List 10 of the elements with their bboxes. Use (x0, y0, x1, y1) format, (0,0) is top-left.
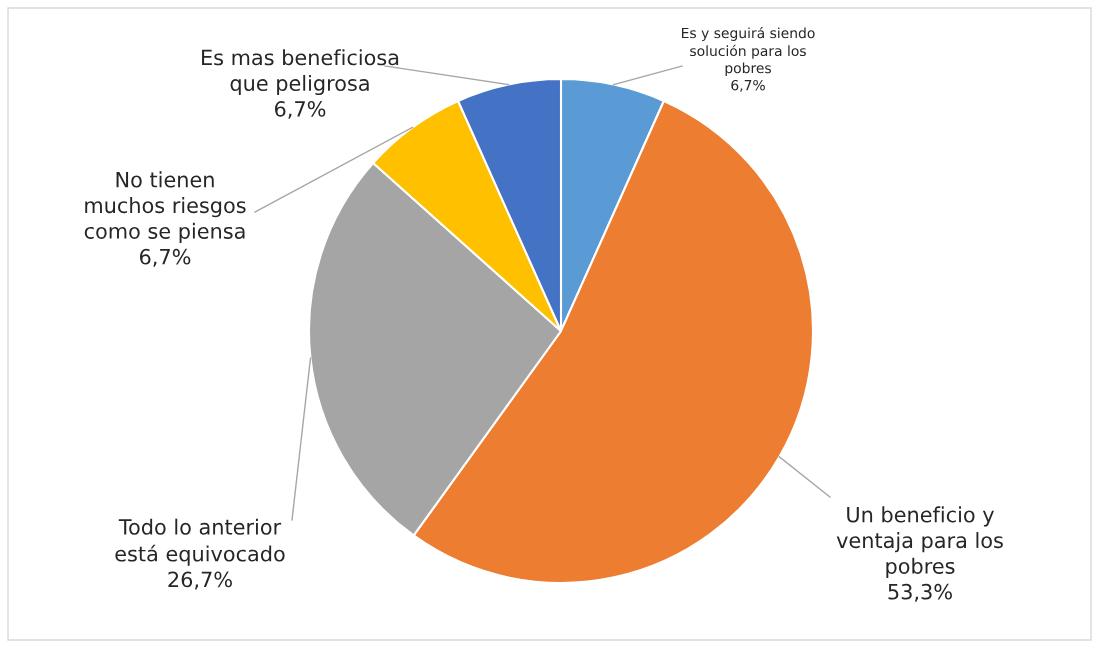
slice-label: Un beneficio y ventaja para los pobres (836, 506, 1003, 578)
data-label: 6,7% (731, 79, 765, 92)
slice-label: Todo lo anterior está equivocado (115, 518, 285, 566)
slice-label: No tienen muchos riesgos como se piensa (84, 171, 246, 243)
data-label: 26,7% (168, 571, 232, 590)
data-label: 6,7% (139, 248, 191, 267)
slice-label: Es y seguirá siendo solución para los pobres (682, 26, 815, 76)
data-label: 6,7% (274, 100, 326, 119)
data-label: 53,3% (888, 583, 952, 602)
slice-label: Es mas beneficiosa que peligrosa (202, 49, 399, 96)
